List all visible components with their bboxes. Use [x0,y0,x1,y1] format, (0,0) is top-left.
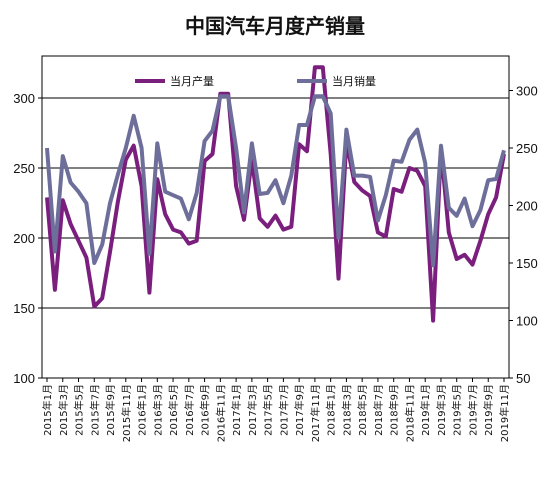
series-line-sales [45,94,506,268]
x-tick-label: 2015年1月 [41,384,54,436]
right-tick-label: 100 [516,314,538,329]
left-tick-label: 100 [13,371,35,386]
x-tick-label: 2018年1月 [325,384,338,436]
x-tick-label: 2018年9月 [388,384,401,436]
x-tick-label: 2015年7月 [88,384,101,436]
x-tick-label: 2017年9月 [293,384,306,436]
series-line-production [45,65,506,323]
x-tick-label: 2017年3月 [246,384,259,436]
x-tick-label: 2015年9月 [104,384,117,436]
right-tick-label: 300 [516,84,538,99]
right-tick-label: 50 [516,371,530,386]
chart-title: 中国汽车月度产销量 [185,14,365,38]
left-tick-label: 150 [13,301,35,316]
x-tick-label: 2015年11月 [120,384,133,442]
x-tick-label: 2015年3月 [57,384,70,436]
legend: 当月产量 当月销量 [135,74,376,88]
x-tick-label: 2018年11月 [403,384,416,442]
left-tick-label: 200 [13,231,35,246]
x-tick-label: 2019年11月 [498,384,511,442]
x-tick-label: 2019年7月 [466,384,479,436]
x-tick-label: 2018年7月 [372,384,385,436]
x-tick-label: 2016年11月 [214,384,227,442]
x-tick-label: 2016年5月 [167,384,180,436]
left-tick-label: 250 [13,161,35,176]
x-axis: 2015年1月 2015年3月 2015年5月 2015年7月 2015年9月 2015年… [41,378,511,442]
legend-label-sales: 当月销量 [332,74,376,88]
series-lines [45,65,506,323]
legend-label-production: 当月产量 [170,74,214,88]
right-tick-label: 150 [516,256,538,271]
right-tick-label: 250 [516,141,538,156]
x-tick-label: 2017年5月 [262,384,275,436]
x-tick-label: 2016年7月 [183,384,196,436]
x-tick-label: 2016年9月 [199,384,212,436]
x-tick-label: 2017年11月 [309,384,322,442]
x-tick-label: 2016年1月 [136,384,149,436]
left-y-axis: 100 150 200 250 300 [13,91,42,386]
x-tick-label: 2019年9月 [482,384,495,436]
plot-area-frame [41,55,510,379]
right-tick-label: 200 [516,199,538,214]
x-tick-label: 2019年5月 [451,384,464,436]
x-tick-label: 2017年1月 [230,384,243,436]
x-tick-label: 2019年3月 [435,384,448,436]
left-tick-label: 300 [13,91,35,106]
right-y-axis: 50 100 150 200 250 300 [509,84,538,386]
x-tick-label: 2018年3月 [340,384,353,436]
x-tick-label: 2015年5月 [73,384,86,436]
x-tick-label: 2018年5月 [356,384,369,436]
x-tick-label: 2019年1月 [419,384,432,436]
x-tick-label: 2017年7月 [277,384,290,436]
x-tick-label: 2016年3月 [151,384,164,436]
